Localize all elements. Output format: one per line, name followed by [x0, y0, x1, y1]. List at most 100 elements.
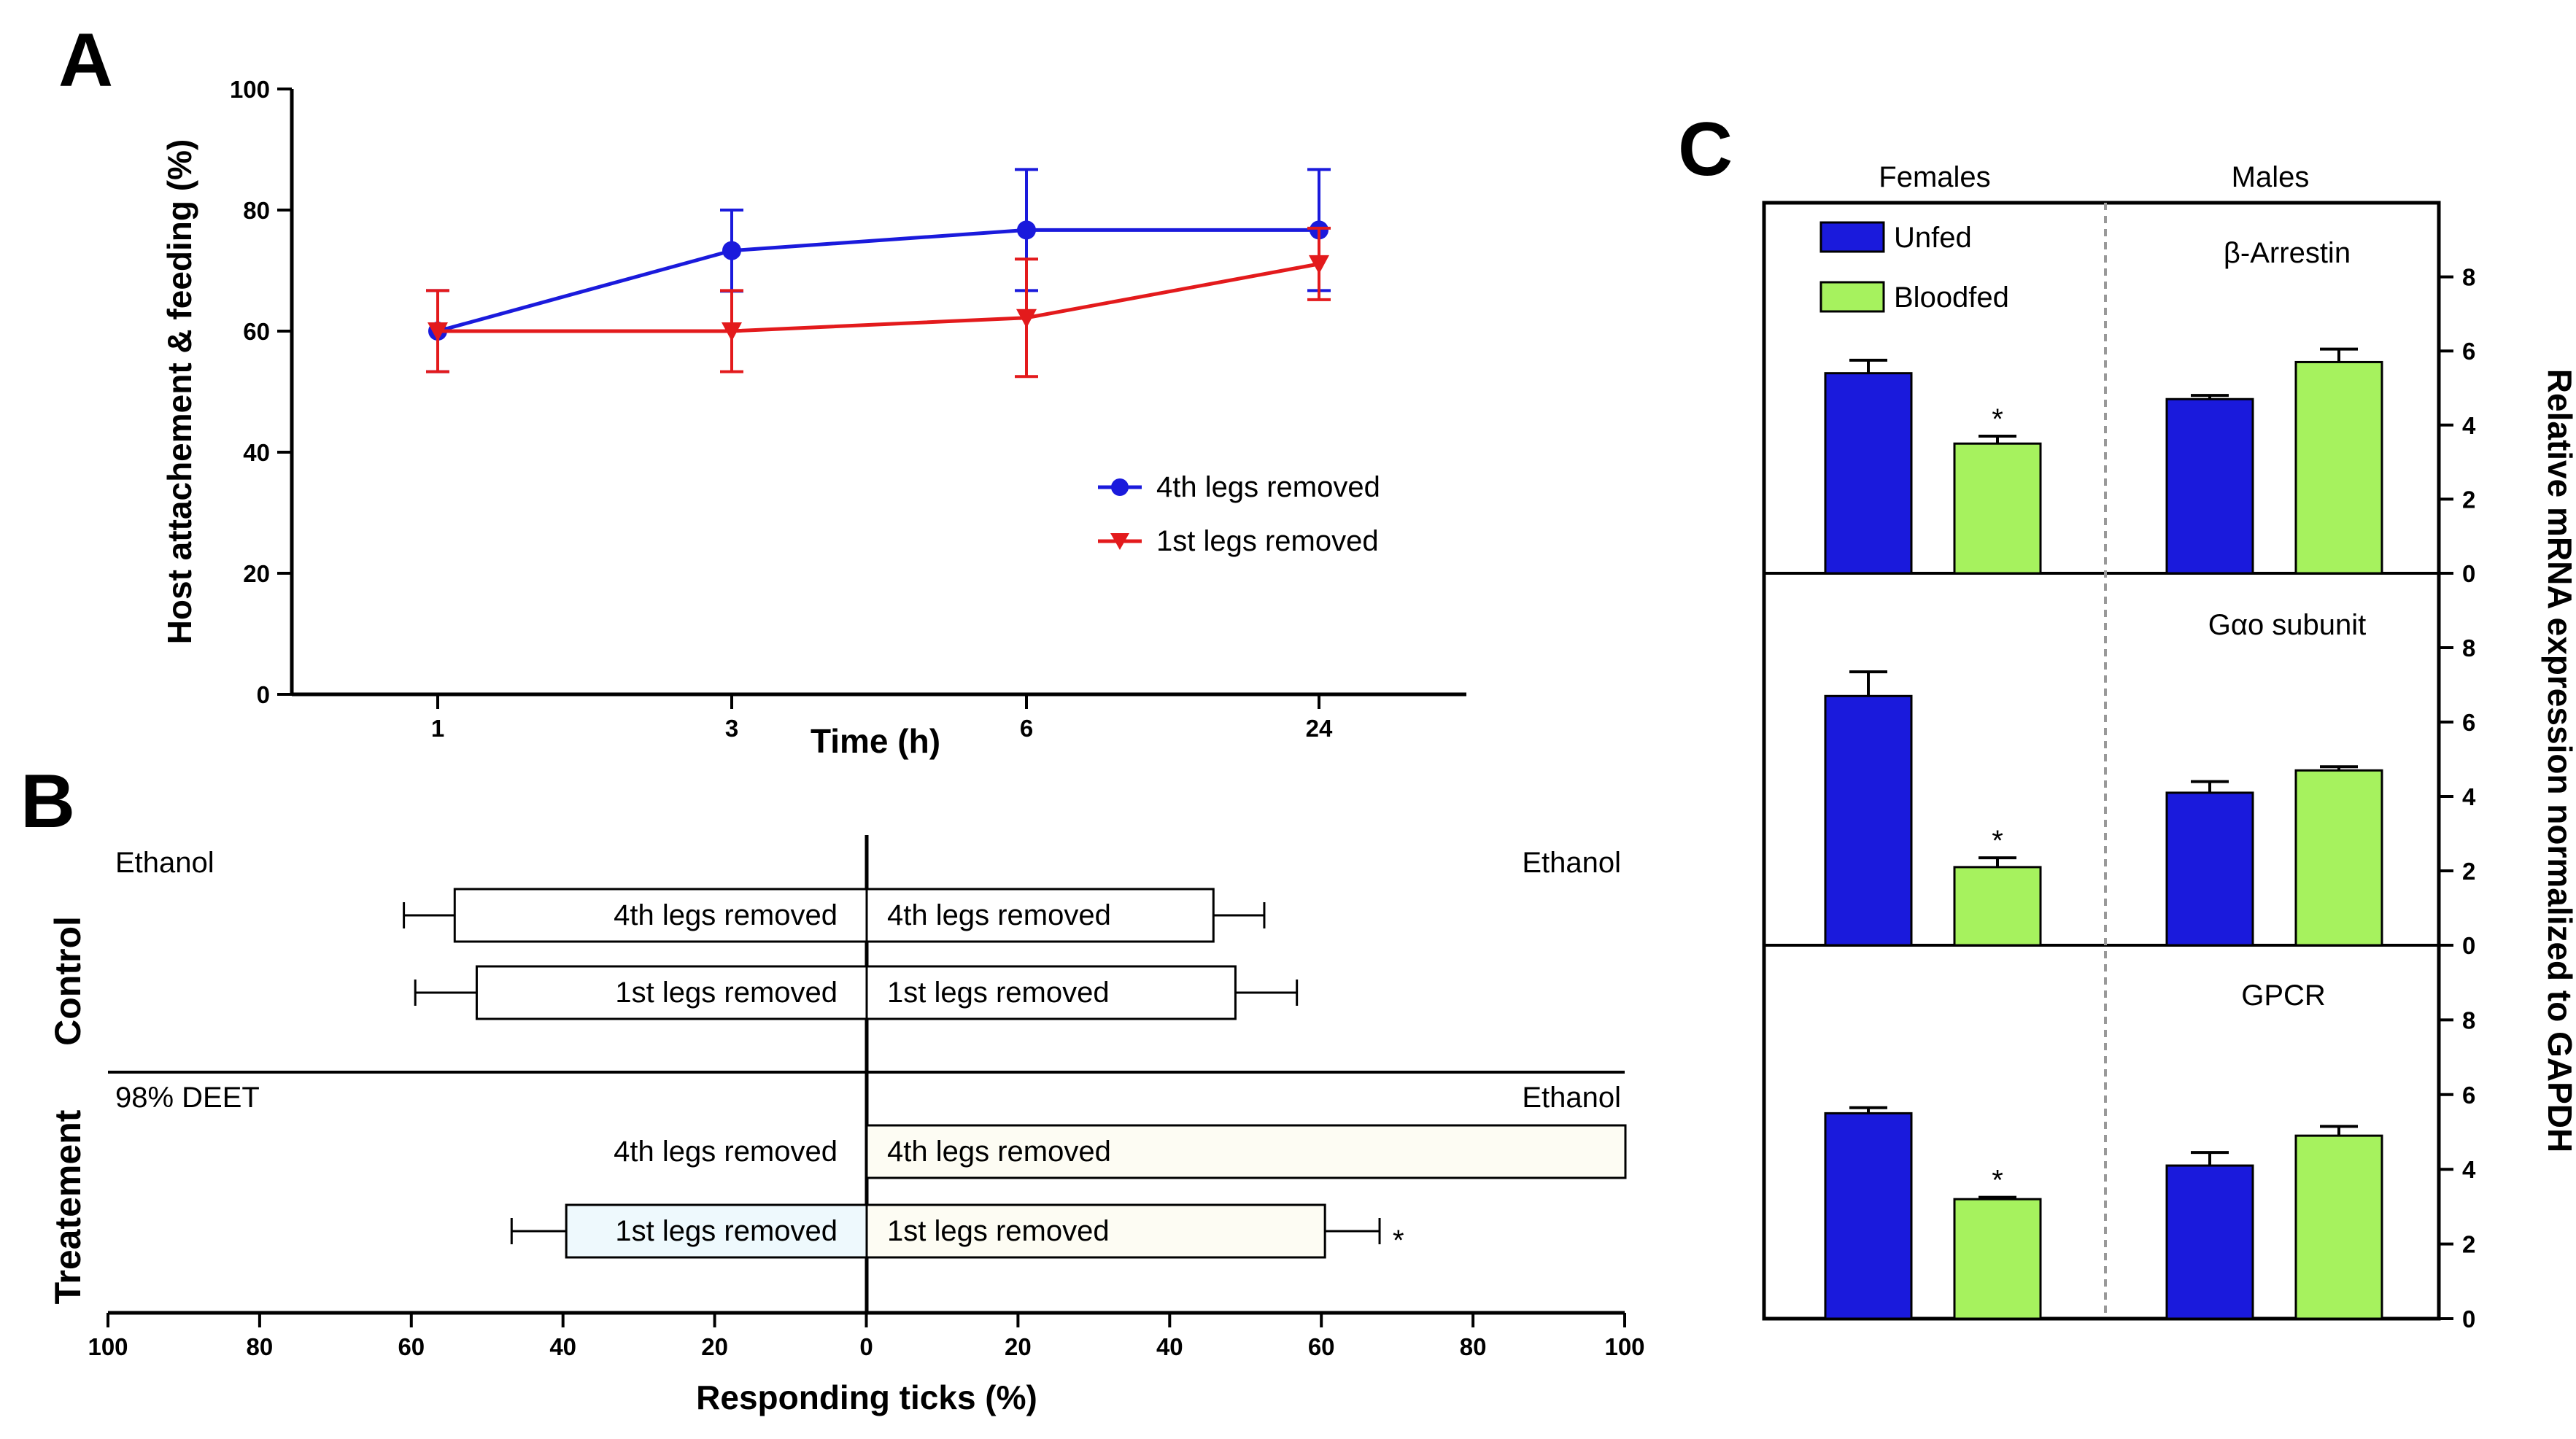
c-y-tick-label: 4: [2462, 412, 2476, 439]
a-data-point: [722, 322, 742, 341]
b-x-tick-label: 60: [398, 1333, 425, 1360]
panel-letter-b: B: [20, 759, 75, 844]
b-x-axis-title: Responding ticks (%): [696, 1378, 1037, 1416]
b-x-tick-label: 100: [88, 1333, 128, 1360]
a-legend: 4th legs removed 1st legs removed: [1098, 471, 1380, 557]
c-y-tick-label: 2: [2462, 1231, 2475, 1258]
c-subplot-2: 0 2 4 6 8 Gαo subunit *: [1824, 609, 2476, 959]
panel-letter-a: A: [58, 18, 113, 103]
a-data-point: [1309, 255, 1329, 274]
c-frame: [1762, 201, 2441, 1321]
c-legend: Unfed Bloodfed: [1819, 221, 2009, 314]
b-bar-right: [865, 1124, 1627, 1179]
b-x-tick-label: 20: [701, 1333, 728, 1360]
a-series-first-legs: [426, 226, 1331, 379]
c-subplot-1: 0 2 4 6 8 β-Arrestin *: [1824, 237, 2476, 587]
a-series-line: [438, 262, 1320, 333]
c-y-tick-label: 4: [2462, 1156, 2476, 1183]
c-gene-label: GPCR: [2241, 980, 2326, 1012]
a-legend-marker: [1111, 478, 1129, 496]
b-group-label: Control: [47, 916, 88, 1046]
c-column-label-females: Females: [1879, 161, 1990, 193]
c-legend-swatch: [1819, 281, 1885, 313]
b-left-condition: 98% DEET: [115, 1082, 260, 1114]
c-y-tick-label: 6: [2462, 338, 2475, 365]
a-y-tick-label: 100: [230, 76, 270, 103]
a-x-tick-label: 6: [1020, 715, 1033, 742]
a-y-tick-label: 20: [243, 560, 270, 587]
c-significance-mark: *: [1992, 825, 2003, 857]
b-significance-mark: *: [1393, 1225, 1404, 1257]
b-bar-label-right: 1st legs removed: [887, 977, 1110, 1009]
c-significance-mark: *: [1992, 1165, 2003, 1197]
c-bar-males-bloodfed: [2294, 360, 2383, 575]
b-bar-label-right: 4th legs removed: [887, 1136, 1111, 1168]
c-bar-males-unfed: [2165, 1164, 2254, 1320]
a-y-axis-title: Host attachement & feeding (%): [160, 139, 198, 645]
c-bar-females-bloodfed: [1953, 1198, 2042, 1320]
b-bar-right: [865, 1203, 1326, 1259]
b-bar-left: [453, 888, 868, 943]
a-y-tick-label: 0: [257, 681, 270, 708]
c-y-tick-label: 4: [2462, 783, 2476, 810]
a-y-tick-label: 40: [243, 439, 270, 466]
b-bar-label-left: 1st legs removed: [615, 1215, 838, 1247]
panel-c: C Females Males Relative mRNA expression n…: [1678, 107, 2576, 1333]
a-data-point: [428, 322, 448, 341]
b-bar-left: [475, 965, 868, 1020]
c-bar-males-bloodfed: [2294, 769, 2383, 947]
c-legend-label: Unfed: [1894, 222, 1972, 254]
a-x-tick-label: 1: [431, 715, 444, 742]
c-bar-females-bloodfed: [1953, 866, 2042, 947]
c-legend-swatch: [1819, 221, 1885, 253]
b-right-condition: Ethanol: [1522, 1082, 1621, 1114]
c-y-tick-label: 0: [2462, 932, 2475, 959]
b-x-tick-label: 20: [1005, 1333, 1032, 1360]
b-x-tick-label: 40: [1156, 1333, 1183, 1360]
a-x-tick-label: 3: [725, 715, 738, 742]
b-bar-right: [865, 965, 1237, 1020]
c-legend-label: Bloodfed: [1894, 282, 2009, 314]
b-bar-label-left: 4th legs removed: [614, 899, 838, 931]
c-y-tick-label: 8: [2462, 264, 2475, 291]
c-column-label-males: Males: [2232, 161, 2310, 193]
c-bar-females-unfed: [1824, 372, 1913, 575]
b-x-tick-label: 80: [1460, 1333, 1487, 1360]
c-y-tick-label: 8: [2462, 1006, 2475, 1033]
c-y-tick-label: 0: [2462, 1306, 2475, 1333]
b-group-treatement: Treatement 98% DEET Ethanol 4th legs remove…: [47, 1082, 1627, 1304]
a-legend-label: 1st legs removed: [1156, 525, 1379, 557]
b-x-tick-label: 80: [247, 1333, 274, 1360]
a-legend-marker: [1110, 533, 1129, 550]
c-gene-label: Gαo subunit: [2208, 609, 2367, 641]
c-y-tick-label: 0: [2462, 560, 2475, 587]
c-y-tick-label: 2: [2462, 858, 2475, 885]
b-group-control: Control Ethanol Ethanol 4th legs removed 4th…: [47, 847, 1621, 1046]
a-legend-label: 4th legs removed: [1156, 471, 1380, 503]
c-bar-males-unfed: [2165, 397, 2254, 575]
b-bar-label-right: 1st legs removed: [887, 1215, 1110, 1247]
c-significance-mark: *: [1992, 403, 2003, 435]
c-y-axis-title: Relative mRNA expression normalized to G…: [2541, 369, 2576, 1152]
a-y-tick-label: 60: [243, 318, 270, 345]
panel-a: A 0 20 40 60 80 100 1 3 6 24 Time (h) Host attachem…: [58, 18, 1466, 760]
a-x-axis-title: Time (h): [811, 722, 940, 760]
b-x-tick-label: 40: [549, 1333, 576, 1360]
b-x-tick-label: 100: [1604, 1333, 1644, 1360]
c-y-tick-label: 8: [2462, 635, 2475, 662]
panel-b: B 100 80 60 40 20 0 20 40 60 80 100 Responding tick…: [20, 759, 1645, 1416]
a-series-fourth-legs: [426, 168, 1331, 373]
b-bar-label-left: 4th legs removed: [614, 1136, 838, 1168]
c-subplot-3: 0 2 4 6 8 GPCR *: [1824, 980, 2476, 1333]
b-bar-label-right: 4th legs removed: [887, 899, 1111, 931]
c-y-tick-label: 6: [2462, 1082, 2475, 1109]
b-right-condition: Ethanol: [1522, 847, 1621, 879]
c-y-tick-label: 6: [2462, 709, 2475, 736]
a-data-point: [1017, 220, 1036, 240]
c-y-tick-label: 2: [2462, 486, 2475, 513]
a-series-line: [437, 228, 1319, 333]
c-bar-females-unfed: [1824, 694, 1913, 947]
c-gene-label: β-Arrestin: [2224, 237, 2351, 269]
a-y-tick-label: 80: [243, 197, 270, 224]
